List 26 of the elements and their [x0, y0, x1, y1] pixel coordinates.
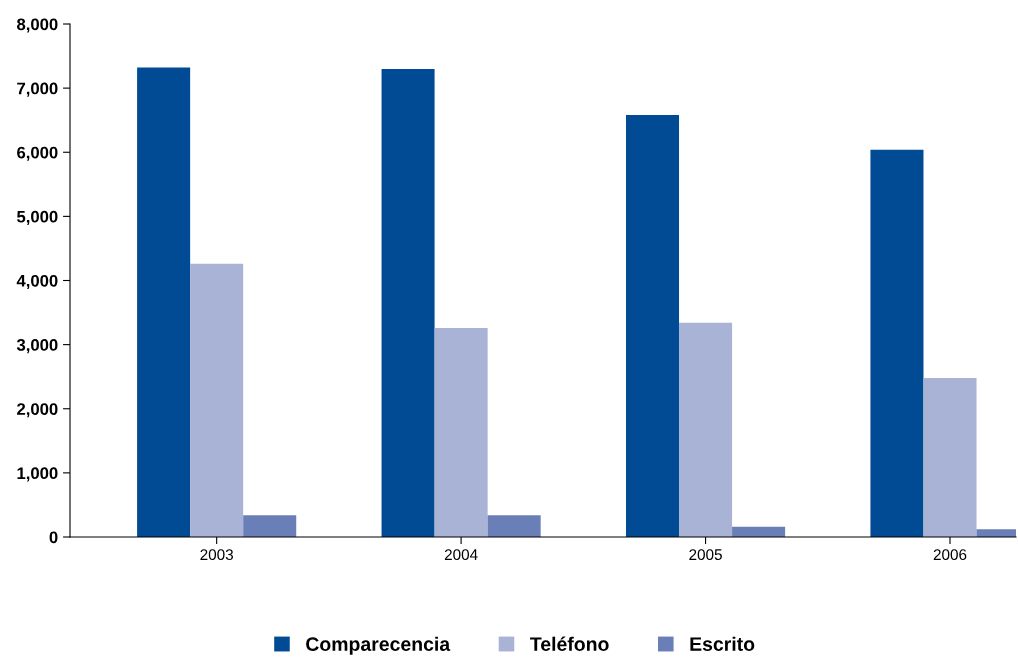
x-tick-label: 2006 [933, 549, 967, 561]
legend-label: Escrito [690, 636, 755, 651]
bar [923, 377, 977, 537]
y-tick-label: 7,000 [17, 82, 58, 97]
y-tick-label: 6,000 [17, 146, 58, 161]
bar [625, 115, 680, 537]
bar [137, 67, 191, 537]
y-tick-label: 5,000 [17, 210, 58, 225]
x-tick-label: 2005 [689, 549, 722, 561]
bar [190, 263, 244, 537]
legend-label: Teléfono [530, 636, 609, 651]
x-tick-label: 2003 [200, 549, 233, 561]
y-tick-label: 4,000 [16, 274, 58, 290]
y-tick-label: 2,000 [17, 403, 58, 418]
y-tick-label: 8,000 [17, 18, 58, 33]
bar [679, 322, 733, 537]
y-tick-label: 0 [49, 531, 58, 544]
bar [434, 327, 488, 537]
legend-label: Comparecencia [306, 636, 451, 655]
x-tick-label: 2004 [444, 549, 478, 561]
bar [487, 515, 541, 537]
bar [243, 515, 297, 537]
y-tick-label: 3,000 [16, 339, 58, 354]
bar [870, 149, 924, 537]
bar [381, 68, 435, 537]
y-tick-label: 1,000 [17, 467, 58, 482]
